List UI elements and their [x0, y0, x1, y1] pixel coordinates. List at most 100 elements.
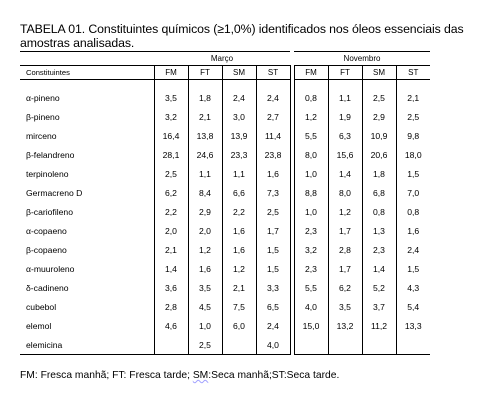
march-value-sm: 6,0: [221, 316, 256, 335]
march-value-sm: 1,1: [221, 164, 256, 183]
march-value-st: 2,4: [255, 316, 291, 335]
march-value-st: 6,5: [255, 297, 291, 316]
march-value-ft: 1,1: [187, 164, 222, 183]
november-value-sm: 2,3: [361, 240, 396, 259]
november-value-fm: 0,8: [293, 88, 328, 107]
march-value-sm: 3,0: [221, 107, 256, 126]
table-body: α-pineno 3,5 1,8 2,4 2,4 0,8 1,1 2,5 2,1 β-pineno…: [20, 79, 430, 355]
constituent-name: α-copaeno: [26, 225, 67, 236]
march-value-ft: 3,5: [187, 278, 222, 297]
table-row: α-pineno 3,5 1,8 2,4 2,4 0,8 1,1 2,5 2,1: [20, 88, 430, 107]
march-value-sm: 23,3: [221, 145, 256, 164]
march-value-ft: 4,5: [187, 297, 222, 316]
constituents-table: Março Novembro Constituintes FM FT SM ST…: [20, 51, 430, 355]
march-value-st: 1,7: [255, 221, 291, 240]
constituent-name: terpinoleno: [26, 168, 69, 179]
group-header-november: Novembro: [294, 51, 430, 66]
november-value-fm: 3,2: [293, 240, 328, 259]
march-value-ft: 2,1: [187, 107, 222, 126]
march-value-st: 1,6: [255, 164, 291, 183]
november-value-fm: 1,0: [293, 164, 328, 183]
november-value-st: 18,0: [395, 145, 430, 164]
march-value-st: 3,3: [255, 278, 291, 297]
march-value-ft: 8,4: [187, 183, 222, 202]
footnote-text-end: :Seca manhã;ST:Seca tarde.: [208, 370, 340, 381]
november-value-fm: 1,2: [293, 107, 328, 126]
march-value-fm: 6,2: [153, 183, 188, 202]
march-value-ft: 1,0: [187, 316, 222, 335]
table-row: β-copaeno 2,1 1,2 1,6 1,5 3,2 2,8 2,3 2,4: [20, 240, 430, 259]
march-value-fm: [153, 335, 188, 355]
table-footnote: FM: Fresca manhã; FT: Fresca tarde; SM:S…: [20, 370, 339, 381]
march-value-sm: 2,4: [221, 88, 256, 107]
march-value-st: 7,3: [255, 183, 291, 202]
november-value-st: [395, 335, 430, 355]
constituent-name: cubebol: [26, 301, 57, 312]
november-value-ft: 15,6: [327, 145, 362, 164]
column-header-november-st: ST: [395, 65, 430, 80]
constituent-name: mirceno: [26, 130, 57, 141]
march-value-sm: 1,6: [221, 221, 256, 240]
table-caption: TABELA 01. Constituintes químicos (≥1,0%…: [20, 22, 464, 50]
constituent-name: α-pineno: [26, 92, 60, 103]
march-value-ft: 1,2: [187, 240, 222, 259]
november-value-fm: 4,0: [293, 297, 328, 316]
column-header-march-ft: FT: [187, 65, 222, 80]
november-value-sm: 11,2: [361, 316, 396, 335]
november-value-st: 5,4: [395, 297, 430, 316]
march-value-fm: 2,1: [153, 240, 188, 259]
november-value-sm: 1,3: [361, 221, 396, 240]
november-value-ft: 1,9: [327, 107, 362, 126]
constituent-name: elemicina: [20, 335, 154, 355]
table-row: β-felandreno 28,1 24,6 23,3 23,8 8,0 15,6 20,6 1…: [20, 145, 430, 164]
table-row: α-copaeno 2,0 2,0 1,6 1,7 2,3 1,7 1,3 1,6: [20, 221, 430, 240]
november-value-st: 1,6: [395, 221, 430, 240]
column-header-november-fm: FM: [293, 65, 328, 80]
november-value-sm: 1,4: [361, 259, 396, 278]
november-value-fm: 15,0: [293, 316, 328, 335]
november-value-fm: 2,3: [293, 259, 328, 278]
footnote-text-start: FM: Fresca manhã; FT: Fresca tarde;: [20, 370, 193, 381]
march-value-fm: 1,4: [153, 259, 188, 278]
march-value-st: 2,7: [255, 107, 291, 126]
table-row: δ-cadineno 3,6 3,5 2,1 3,3 5,5 6,2 5,2 4,3: [20, 278, 430, 297]
november-value-st: 2,1: [395, 88, 430, 107]
march-value-fm: 3,5: [153, 88, 188, 107]
march-value-ft: 1,8: [187, 88, 222, 107]
march-value-st: 4,0: [255, 335, 291, 355]
november-value-fm: 8,0: [293, 145, 328, 164]
november-value-sm: 2,9: [361, 107, 396, 126]
november-value-sm: 20,6: [361, 145, 396, 164]
march-value-sm: 2,2: [221, 202, 256, 221]
march-value-st: 2,5: [255, 202, 291, 221]
november-value-ft: 8,0: [327, 183, 362, 202]
november-value-st: 2,5: [395, 107, 430, 126]
constituent-name: β-copaeno: [26, 244, 67, 255]
column-header-march-st: ST: [255, 65, 291, 80]
march-value-ft: 2,5: [187, 335, 222, 355]
table-row: cubebol 2,8 4,5 7,5 6,5 4,0 3,5 3,7 5,4: [20, 297, 430, 316]
march-value-st: 1,5: [255, 259, 291, 278]
footnote-sm-abbreviation: SM: [192, 370, 209, 381]
november-value-ft: 13,2: [327, 316, 362, 335]
november-value-st: 7,0: [395, 183, 430, 202]
november-value-st: 4,3: [395, 278, 430, 297]
header-blank: [20, 51, 154, 66]
column-header-november-sm: SM: [361, 65, 396, 80]
november-value-st: 1,5: [395, 259, 430, 278]
march-value-sm: 7,5: [221, 297, 256, 316]
march-value-fm: 3,2: [153, 107, 188, 126]
november-value-ft: 1,1: [327, 88, 362, 107]
column-header-november-ft: FT: [327, 65, 362, 80]
november-value-fm: 8,8: [293, 183, 328, 202]
november-value-ft: 1,2: [327, 202, 362, 221]
november-value-fm: 5,5: [293, 126, 328, 145]
november-value-fm: 5,5: [293, 278, 328, 297]
constituent-name: β-felandreno: [26, 149, 75, 160]
march-value-fm: 2,0: [153, 221, 188, 240]
march-value-sm: 1,2: [221, 259, 256, 278]
march-value-st: 1,5: [255, 240, 291, 259]
november-value-st: 9,8: [395, 126, 430, 145]
march-value-sm: 6,6: [221, 183, 256, 202]
group-header-march: Março: [154, 51, 290, 66]
